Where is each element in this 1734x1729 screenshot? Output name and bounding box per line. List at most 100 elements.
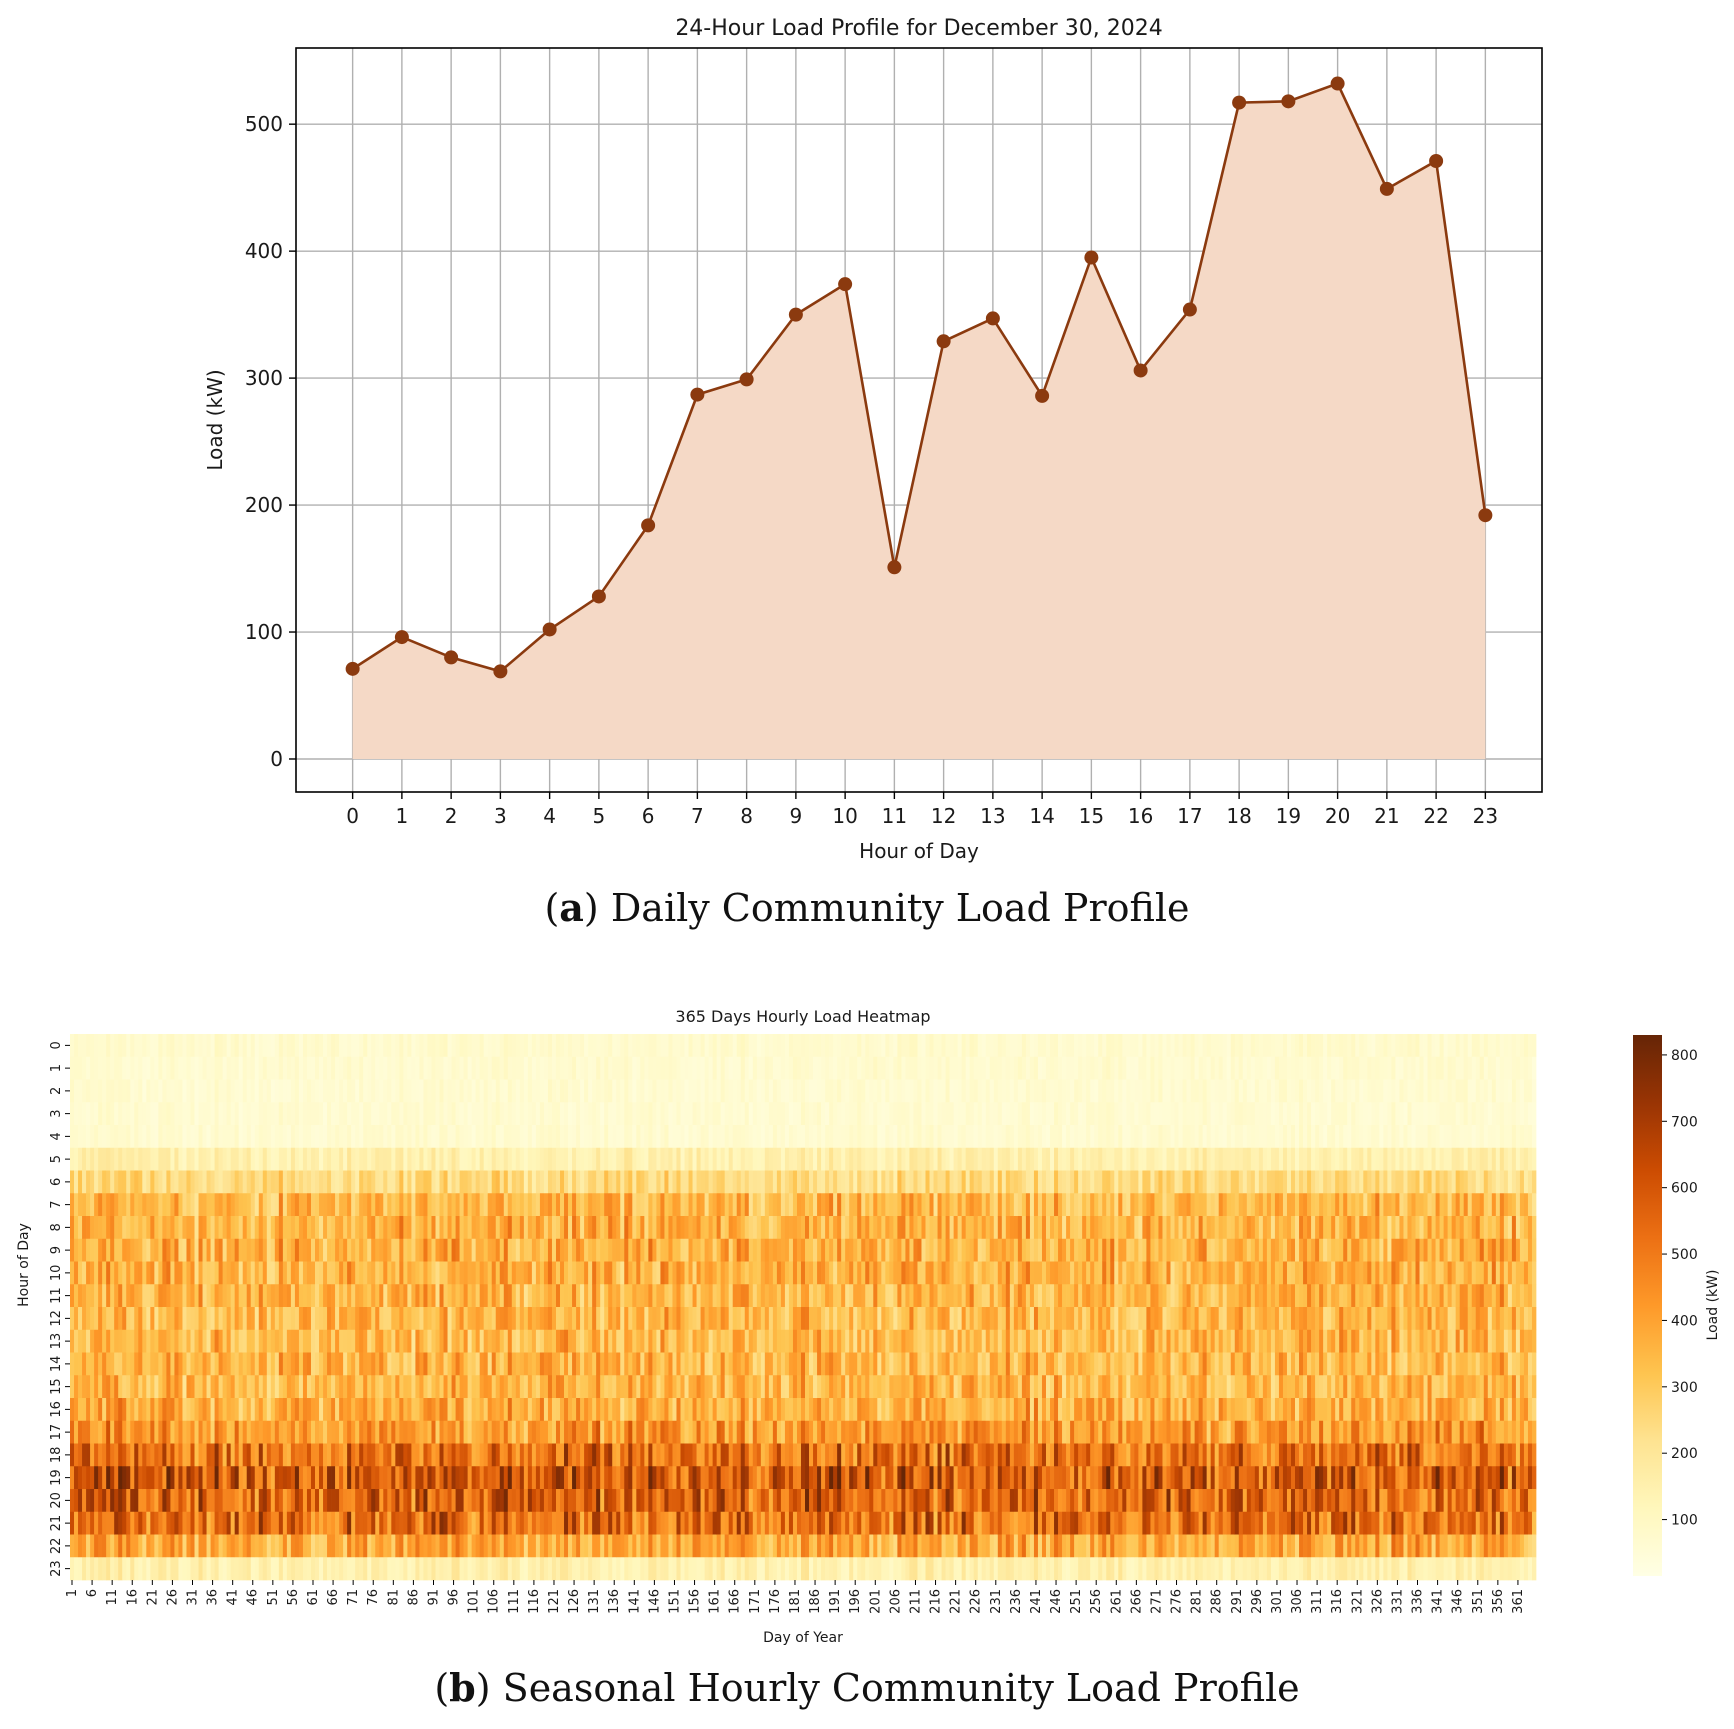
heatmap-cell [837, 1375, 842, 1399]
heatmap-cell [266, 1420, 272, 1444]
heatmap-cell [600, 1443, 605, 1467]
heatmap-cell [720, 1489, 726, 1513]
heatmap-cell [294, 1557, 300, 1581]
heatmap-cell [873, 1147, 878, 1171]
heatmap-cell [387, 1147, 392, 1171]
heatmap-cell [90, 1398, 95, 1422]
heatmap-cell [507, 1056, 513, 1080]
heatmap-cell [708, 1443, 713, 1467]
heatmap-cell [507, 1375, 513, 1399]
heatmap-cell [290, 1216, 296, 1240]
heatmap-cell [572, 1147, 577, 1171]
heatmap-cell [829, 1147, 834, 1171]
heatmap-cell [672, 1079, 677, 1103]
heatmap-cell [74, 1534, 79, 1558]
heatmap-cell [475, 1466, 481, 1490]
heatmap-cell [568, 1284, 573, 1308]
heatmap-cell [640, 1489, 645, 1513]
heatmap-cell [218, 1329, 223, 1353]
heatmap-cell [756, 1216, 762, 1240]
heatmap-cell [596, 1170, 601, 1194]
heatmap-cell [138, 1398, 143, 1422]
heatmap-cell [294, 1102, 300, 1126]
heatmap-cell [535, 1420, 541, 1444]
heatmap-cell [190, 1307, 195, 1331]
heatmap-cell [82, 1329, 87, 1353]
heatmap-cell [443, 1238, 448, 1262]
heatmap-cell [170, 1557, 175, 1581]
heatmap-cell [319, 1511, 324, 1535]
heatmap-cell [126, 1034, 131, 1058]
heatmap-cell [250, 1034, 256, 1058]
heatmap-cell [294, 1216, 300, 1240]
heatmap-cell [186, 1557, 191, 1581]
heatmap-cell [471, 1557, 477, 1581]
heatmap-cell [102, 1102, 107, 1126]
heatmap-cell [483, 1534, 489, 1558]
heatmap-cell [600, 1329, 605, 1353]
heatmap-cell [616, 1420, 621, 1444]
heatmap-cell [194, 1261, 199, 1285]
heatmap-cell [788, 1102, 794, 1126]
heatmap-cell [487, 1147, 493, 1171]
heatmap-cell [375, 1398, 380, 1422]
heatmap-cell [70, 1534, 75, 1558]
heatmap-cell [274, 1375, 280, 1399]
heatmap-cell [94, 1466, 99, 1490]
heatmap-cell [724, 1557, 730, 1581]
heatmap-cell [310, 1443, 316, 1467]
heatmap-cell [523, 1125, 529, 1149]
heatmap-cell [865, 1170, 870, 1194]
heatmap-cell [680, 1489, 685, 1513]
heatmap-cell [455, 1398, 460, 1422]
heatmap-cell [612, 1216, 617, 1240]
heatmap-cell [584, 1466, 589, 1490]
heatmap-cell [588, 1307, 593, 1331]
heatmap-cell [845, 1375, 850, 1399]
heatmap-cell [154, 1034, 159, 1058]
heatmap-cell [162, 1261, 167, 1285]
heatmap-cell [431, 1557, 436, 1581]
heatmap-cell [845, 1557, 850, 1581]
heatmap-cell [122, 1261, 127, 1285]
heatmap-cell [560, 1034, 565, 1058]
heatmap-cell [274, 1216, 280, 1240]
heatmap-cell [857, 1147, 862, 1171]
heatmap-cell [106, 1398, 111, 1422]
heatmap-cell [134, 1329, 139, 1353]
heatmap-cell [162, 1056, 167, 1080]
heatmap-cell [600, 1238, 605, 1262]
heatmap-cell [732, 1329, 738, 1353]
heatmap-cell [274, 1079, 280, 1103]
heatmap-cell [355, 1511, 360, 1535]
heatmap-cell [351, 1034, 356, 1058]
heatmap-cell [608, 1216, 613, 1240]
heatmap-cell [106, 1420, 111, 1444]
heatmap-cell [728, 1238, 734, 1262]
heatmap-cell [805, 1261, 810, 1285]
heatmap-cell [443, 1511, 448, 1535]
heatmap-cell [652, 1557, 657, 1581]
heatmap-cell [877, 1466, 882, 1490]
heatmap-cell [776, 1511, 782, 1535]
heatmap-cell [877, 1034, 882, 1058]
heatmap-cell [274, 1329, 280, 1353]
heatmap-cell [475, 1307, 481, 1331]
heatmap-cell [451, 1102, 456, 1126]
heatmap-cell [495, 1034, 501, 1058]
heatmap-cell [676, 1102, 681, 1126]
heatmap-cell [792, 1534, 798, 1558]
heatmap-cell [118, 1147, 123, 1171]
heatmap-cell [278, 1375, 284, 1399]
heatmap-cell [447, 1147, 452, 1171]
heatmap-cell [483, 1511, 489, 1535]
heatmap-cell [270, 1511, 276, 1535]
heatmap-cell [499, 1261, 505, 1285]
heatmap-cell [483, 1193, 489, 1217]
heatmap-cell [648, 1102, 653, 1126]
heatmap-cell [728, 1352, 734, 1376]
heatmap-cell [262, 1511, 268, 1535]
heatmap-cell [226, 1034, 232, 1058]
heatmap-cell [194, 1284, 199, 1308]
y-tick-label: 0 [270, 747, 283, 771]
